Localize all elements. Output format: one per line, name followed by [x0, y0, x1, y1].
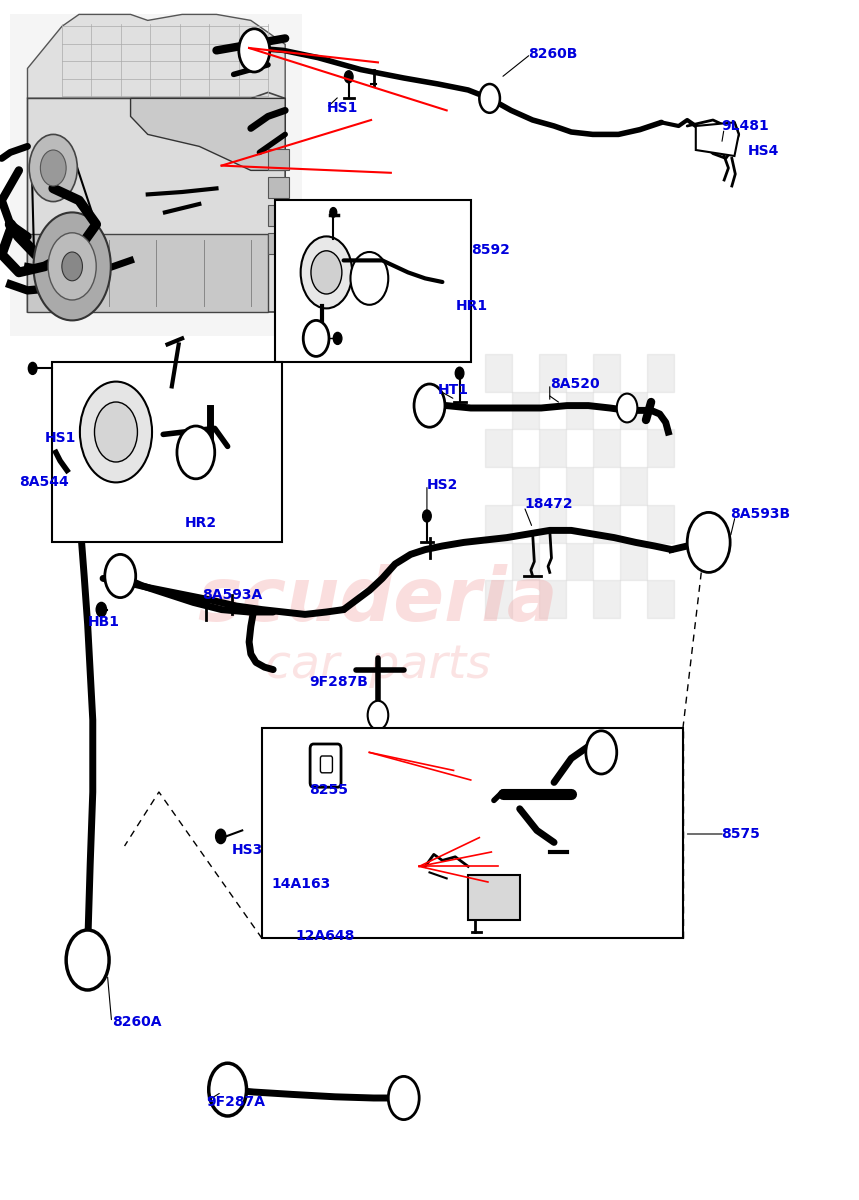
Text: 18472: 18472	[524, 497, 573, 511]
Text: 8260B: 8260B	[528, 47, 577, 61]
Circle shape	[28, 362, 37, 374]
Circle shape	[96, 602, 107, 617]
Bar	[620, 467, 648, 505]
Bar	[10, 14, 302, 336]
Bar	[485, 430, 512, 467]
Text: 8A593B: 8A593B	[730, 506, 790, 521]
Text: scuderia: scuderia	[198, 564, 558, 636]
Text: HS1: HS1	[45, 431, 76, 445]
Bar	[539, 354, 566, 391]
Circle shape	[62, 252, 82, 281]
Text: HS4: HS4	[747, 144, 779, 158]
Text: 8575: 8575	[722, 827, 760, 841]
Circle shape	[586, 731, 617, 774]
Circle shape	[34, 212, 111, 320]
Text: HB1: HB1	[88, 614, 119, 629]
Circle shape	[216, 829, 226, 844]
Bar	[512, 391, 539, 430]
Circle shape	[414, 384, 445, 427]
Circle shape	[388, 1076, 419, 1120]
Circle shape	[239, 29, 270, 72]
Bar	[485, 505, 512, 542]
Text: HS1: HS1	[326, 101, 358, 115]
Text: 12A648: 12A648	[295, 929, 355, 943]
Text: 9F287B: 9F287B	[309, 674, 369, 689]
Polygon shape	[696, 122, 739, 156]
Circle shape	[301, 236, 352, 308]
FancyBboxPatch shape	[310, 744, 341, 787]
Circle shape	[344, 71, 353, 83]
Circle shape	[209, 1063, 247, 1116]
Polygon shape	[131, 98, 285, 170]
Circle shape	[105, 554, 136, 598]
Circle shape	[423, 510, 431, 522]
Bar	[262, 728, 683, 938]
Circle shape	[368, 701, 388, 730]
Text: 8A544: 8A544	[19, 475, 69, 490]
Circle shape	[330, 208, 337, 217]
Text: 14A163: 14A163	[271, 877, 331, 892]
Bar	[268, 149, 289, 170]
Text: 8260A: 8260A	[112, 1015, 161, 1030]
Bar	[512, 542, 539, 581]
Bar	[620, 391, 648, 430]
Bar	[275, 200, 471, 362]
Bar	[539, 430, 566, 467]
Bar	[648, 581, 674, 618]
Text: 9L481: 9L481	[722, 119, 770, 133]
Bar	[648, 430, 674, 467]
Bar	[594, 581, 620, 618]
Text: HR1: HR1	[455, 299, 487, 313]
Bar	[594, 354, 620, 391]
Polygon shape	[27, 14, 285, 98]
Text: 9F287A: 9F287A	[206, 1094, 265, 1109]
Bar	[268, 205, 289, 227]
Bar	[268, 176, 289, 198]
Bar	[485, 581, 512, 618]
Text: car  parts: car parts	[265, 643, 490, 689]
Bar	[539, 581, 566, 618]
FancyBboxPatch shape	[320, 756, 332, 773]
Circle shape	[94, 402, 137, 462]
Text: HS2: HS2	[427, 478, 459, 492]
Text: 8A593A: 8A593A	[202, 588, 262, 602]
Bar	[268, 233, 289, 254]
Bar	[566, 391, 594, 430]
Circle shape	[617, 394, 637, 422]
Circle shape	[40, 150, 66, 186]
Circle shape	[80, 382, 152, 482]
Bar	[566, 467, 594, 505]
Bar	[648, 505, 674, 542]
Bar	[566, 542, 594, 581]
Polygon shape	[27, 234, 268, 312]
Text: HS3: HS3	[232, 842, 263, 857]
Circle shape	[29, 134, 77, 202]
Bar	[594, 505, 620, 542]
Text: 8255: 8255	[309, 782, 348, 797]
Text: 8592: 8592	[471, 242, 509, 257]
Bar	[648, 354, 674, 391]
Bar	[620, 542, 648, 581]
Circle shape	[455, 367, 464, 379]
Circle shape	[333, 332, 342, 344]
Polygon shape	[27, 92, 285, 312]
Text: HR2: HR2	[185, 516, 216, 530]
Bar	[512, 467, 539, 505]
Circle shape	[48, 233, 96, 300]
Text: 8A520: 8A520	[550, 377, 600, 391]
Text: HT1: HT1	[438, 383, 469, 397]
Circle shape	[311, 251, 342, 294]
Bar	[539, 505, 566, 542]
Circle shape	[303, 320, 329, 356]
Bar	[468, 875, 520, 920]
Circle shape	[687, 512, 730, 572]
Bar	[594, 430, 620, 467]
Bar	[52, 362, 282, 542]
Circle shape	[350, 252, 388, 305]
Circle shape	[66, 930, 109, 990]
Circle shape	[177, 426, 215, 479]
Bar	[485, 354, 512, 391]
Circle shape	[479, 84, 500, 113]
